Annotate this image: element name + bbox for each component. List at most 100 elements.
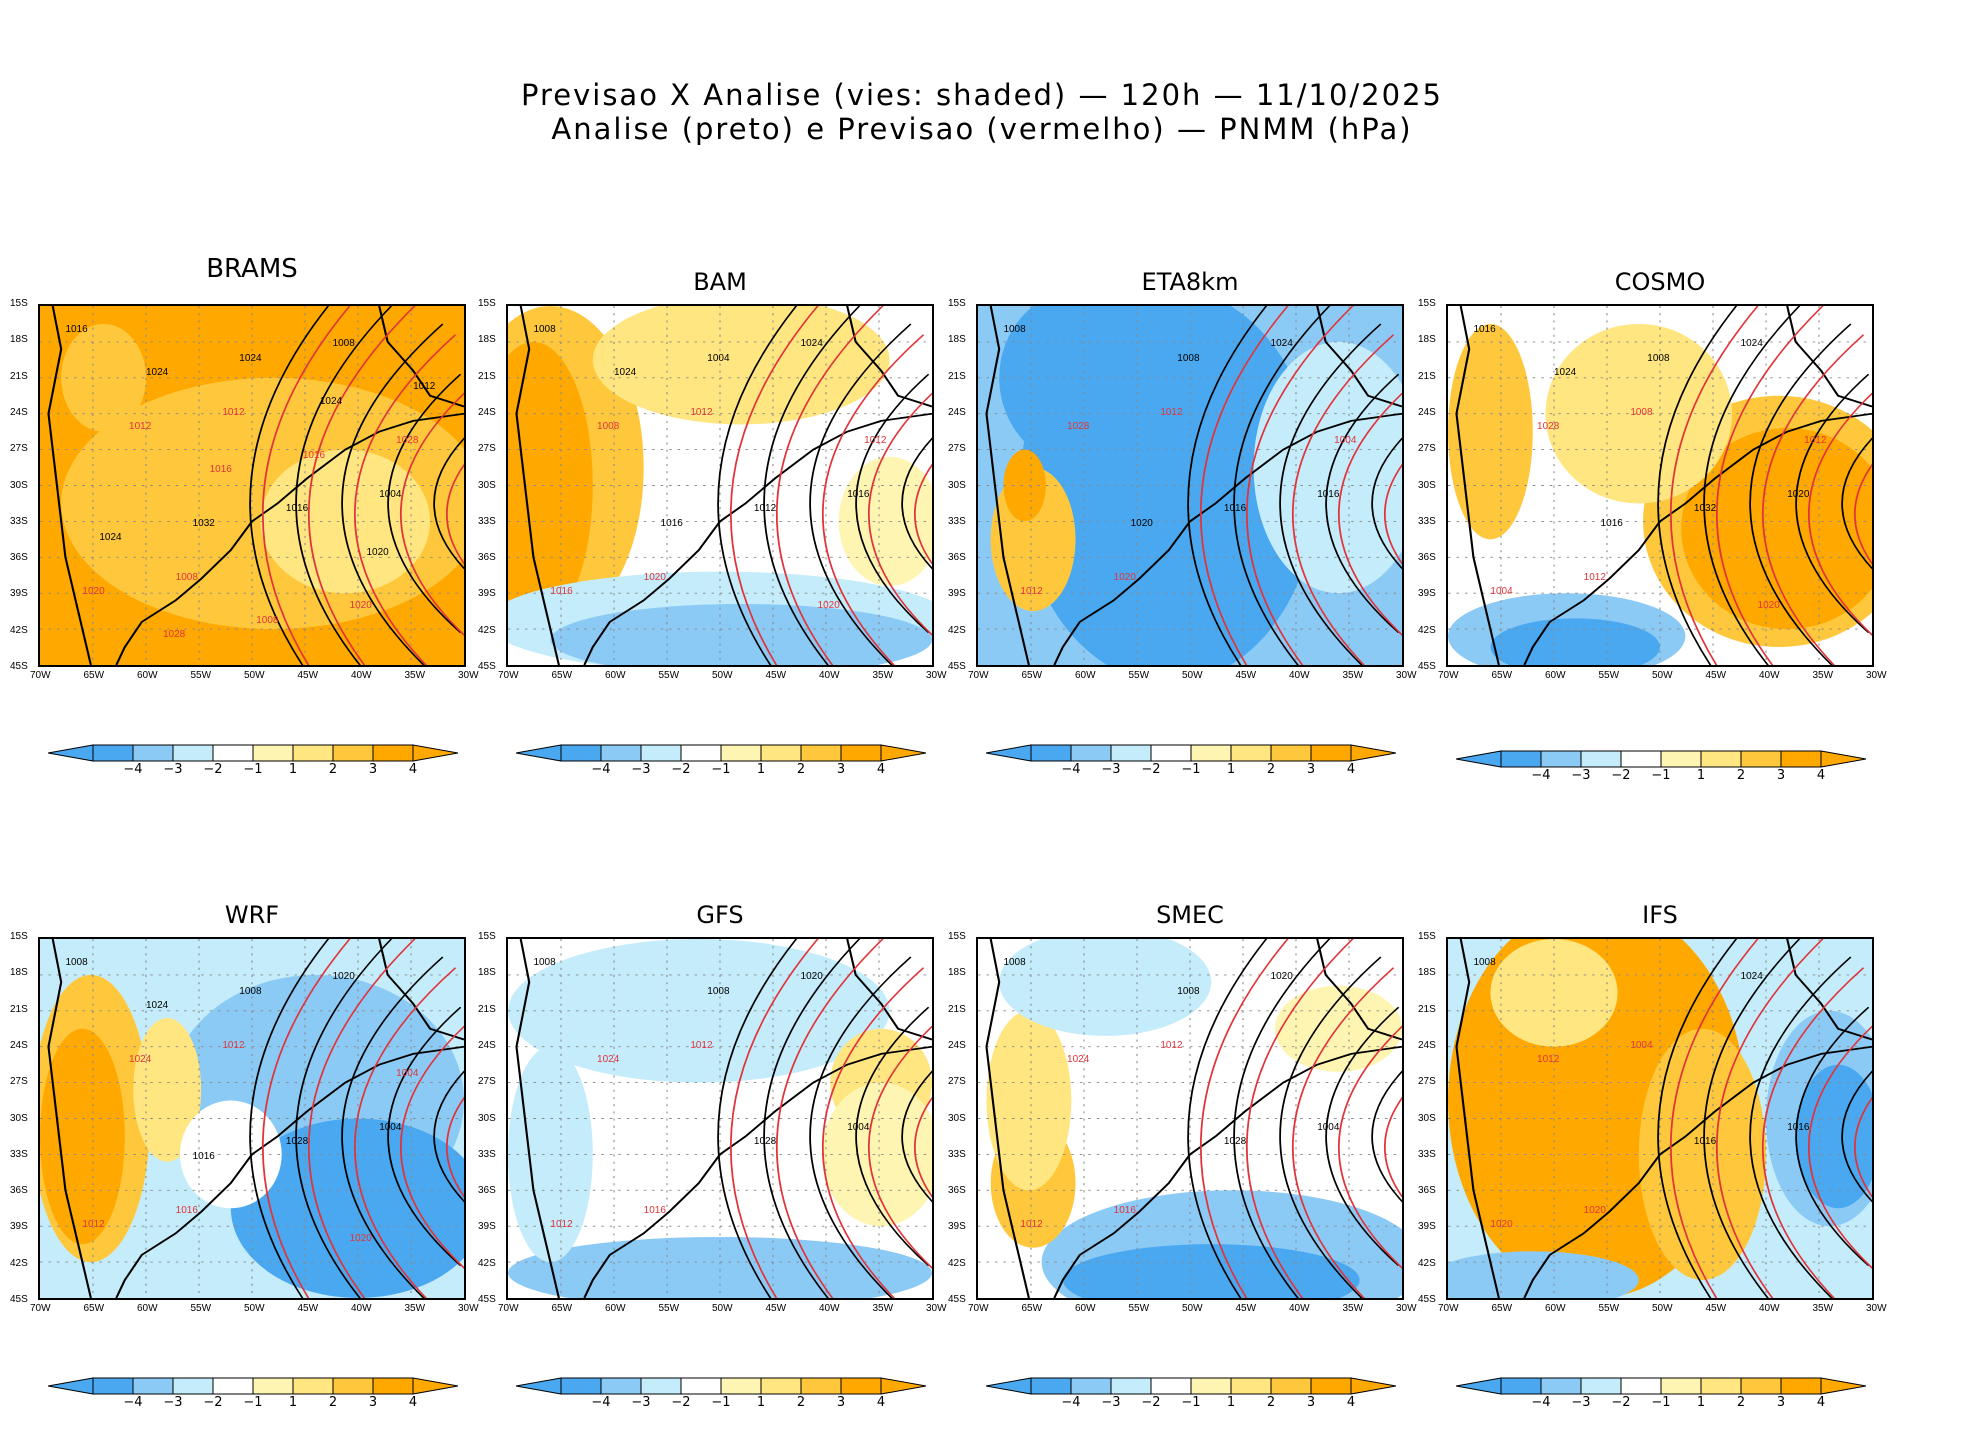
colorbar-swatch — [1580, 1377, 1622, 1395]
y-tick-label: 21S — [948, 370, 966, 382]
colorbar-swatch — [172, 1377, 214, 1395]
colorbar-swatch — [800, 1377, 842, 1395]
analysis-isobar — [1325, 373, 1400, 634]
x-tick-label: 65W — [1491, 670, 1513, 681]
coastline — [47, 939, 464, 1298]
y-tick-label: 18S — [948, 334, 966, 346]
bias-map-gfs: 1008 1012 1004 1016 1020 1024 1028 1012 1008 — [506, 937, 934, 1300]
x-tick-label: 50W — [712, 670, 733, 681]
colorbar-tick-label: 4 — [1816, 1395, 1826, 1410]
x-tick-label: 40W — [351, 670, 372, 681]
analysis-isobar — [295, 939, 393, 1298]
contour-label: 1024 — [319, 395, 343, 407]
y-tick-label: 27S — [10, 443, 28, 455]
forecast-isobar — [868, 1025, 932, 1269]
colorbar-swatch — [1580, 750, 1622, 768]
x-tick-label: 60W — [1545, 670, 1566, 681]
colorbar-tick-label: 1 — [1226, 762, 1236, 777]
colorbar-swatch — [1070, 1377, 1112, 1395]
colorbar-swatch — [212, 744, 254, 762]
colorbar-tick-label: 1 — [288, 1395, 298, 1410]
x-tick-label: 40W — [1759, 1303, 1780, 1314]
y-tick-label: 24S — [948, 1039, 966, 1051]
contour-label: 1008 — [707, 985, 730, 997]
colorbar-tick-label: 3 — [1306, 1395, 1316, 1410]
bias-shade — [838, 456, 932, 587]
y-tick-label: 45S — [948, 661, 966, 672]
contour-label: 1016 — [175, 1204, 198, 1216]
x-tick-label: 30W — [926, 1303, 947, 1314]
y-tick-label: 27S — [478, 443, 496, 455]
contour-label: 1020 — [1113, 571, 1136, 583]
bias-field — [508, 306, 932, 665]
y-tick-label: 18S — [10, 967, 28, 979]
colorbar-ifs: −4 −3 −2 −1 1 2 3 4 — [1456, 1374, 1866, 1412]
forecast-isobar — [1854, 1096, 1872, 1198]
colorbar-tick-label: 3 — [836, 762, 846, 777]
y-tick-label: 24S — [10, 1039, 28, 1051]
x-tick-label: 35W — [1812, 670, 1834, 681]
colorbar-tick-label: 3 — [1306, 762, 1316, 777]
contour-label: 1016 — [643, 1204, 666, 1216]
contour-label: 1012 — [82, 1219, 105, 1231]
bias-shade — [40, 1028, 125, 1245]
colorbar-tick-label: 4 — [408, 762, 418, 777]
colorbar-tick-label: 3 — [1776, 768, 1786, 783]
colorbar-tick-label: −3 — [1571, 1395, 1591, 1410]
colorbar-swatch — [1540, 750, 1582, 768]
x-tick-label: 45W — [1705, 670, 1727, 681]
x-tick-label: 65W — [1491, 1303, 1513, 1314]
contour-label: 1004 — [1490, 586, 1513, 598]
contour-label: 1012 — [1537, 1053, 1560, 1065]
forecast-isobar — [1808, 392, 1872, 636]
analysis-isobar — [809, 956, 912, 1298]
y-tick-label: 18S — [948, 967, 966, 979]
colorbar-tick-label: 4 — [876, 1395, 886, 1410]
y-tick-label: 21S — [10, 370, 28, 382]
colorbar-tick-label: 3 — [368, 1395, 378, 1410]
colorbar-extend-low — [48, 1377, 94, 1395]
y-tick-label: 33S — [948, 515, 966, 527]
bias-shade — [1545, 323, 1733, 504]
y-tick-label: 21S — [948, 1003, 966, 1015]
y-tick-label: 24S — [1418, 406, 1436, 418]
x-tick-label: 55W — [658, 1303, 680, 1314]
contour-label: 1020 — [800, 971, 823, 983]
colorbar-tick-label: 1 — [1696, 768, 1706, 783]
contour-label: 1016 — [847, 489, 870, 501]
y-tick-label: 27S — [1418, 443, 1436, 455]
colorbar-tick-label: 3 — [1776, 1395, 1786, 1410]
bias-field — [1448, 306, 1872, 665]
contour-label: 1004 — [396, 1068, 419, 1080]
bias-map-ifs: 1008 1004 1016 1020 1024 1012 1016 1020 — [1446, 937, 1874, 1300]
colorbar-swatch — [600, 1377, 642, 1395]
contour-label: 1008 — [1003, 956, 1026, 968]
y-tick-label: 21S — [478, 1003, 496, 1015]
y-tick-label: 30S — [478, 1112, 496, 1124]
contour-label: 1020 — [1490, 1219, 1513, 1231]
y-tick-label: 36S — [478, 552, 496, 564]
y-tick-label: 36S — [948, 552, 966, 564]
colorbar-cosmo: −4 −3 −2 −1 1 2 3 4 — [1456, 747, 1866, 785]
y-tick-label: 21S — [1418, 1003, 1436, 1015]
forecast-isobar — [1384, 1096, 1402, 1198]
analysis-isobar — [1657, 306, 1738, 665]
analysis-isobar — [1795, 373, 1870, 634]
x-tick-label: 45W — [765, 1303, 787, 1314]
colorbar-swatch — [640, 1377, 682, 1395]
x-tick-label: 55W — [1598, 670, 1620, 681]
coastline — [985, 306, 1402, 665]
y-tick-label: 18S — [10, 334, 28, 346]
analysis-isobar — [1371, 437, 1402, 570]
contour-label: 1008 — [1177, 985, 1200, 997]
bias-map-eta8km: 1008 1012 1016 1020 1024 1028 1016 1012 1008 1004… — [976, 304, 1404, 667]
colorbar-tick-label: −3 — [631, 762, 651, 777]
forecast-isobar — [446, 1096, 464, 1198]
colorbar-swatch — [560, 744, 602, 762]
forecast-isobar — [1715, 939, 1824, 1298]
contour-label: 1032 — [1693, 503, 1717, 515]
y-tick-label: 24S — [478, 1039, 496, 1051]
y-tick-label: 39S — [948, 588, 966, 600]
analysis-isobar — [433, 437, 464, 570]
y-tick-label: 39S — [10, 588, 28, 600]
